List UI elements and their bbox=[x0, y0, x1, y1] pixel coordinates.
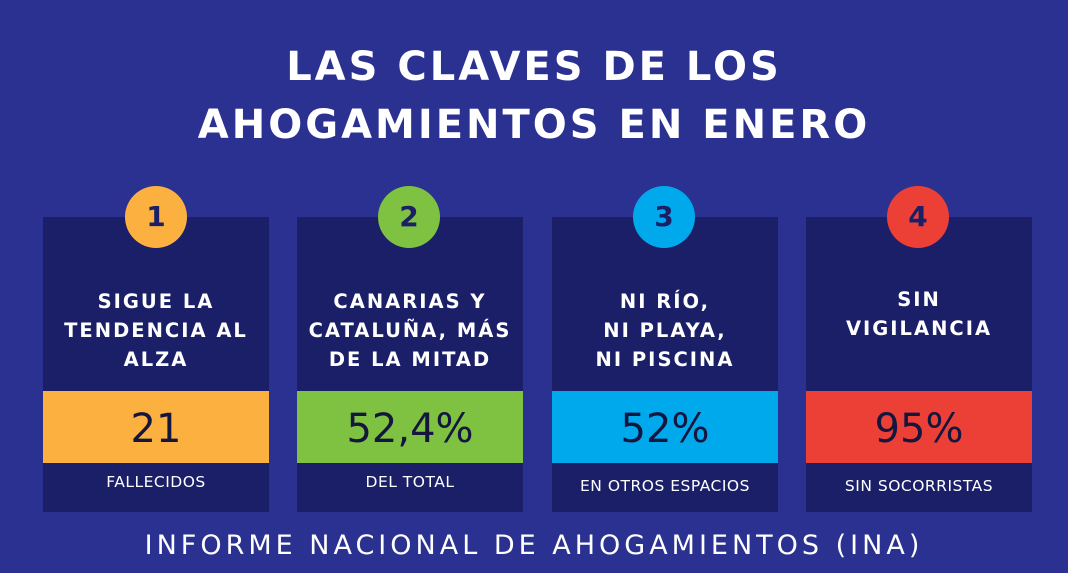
card-value: 95% bbox=[874, 406, 964, 452]
value-bar: 95% bbox=[806, 391, 1032, 463]
card-heading: SIGUE LA TENDENCIA AL ALZA bbox=[64, 290, 248, 371]
card-value: 52% bbox=[620, 406, 710, 452]
number-badge-2: 2 bbox=[378, 186, 440, 248]
number-badge-3: 3 bbox=[633, 186, 695, 248]
key-card-1: SIGUE LA TENDENCIA AL ALZA 21 FALLECIDOS bbox=[43, 217, 269, 512]
page-title: LAS CLAVES DE LOS AHOGAMIENTOS EN ENERO bbox=[0, 38, 1068, 154]
value-bar: 52% bbox=[552, 391, 778, 463]
key-card-2: CANARIAS Y CATALUÑA, MÁS DE LA MITAD 52,… bbox=[297, 217, 523, 512]
card-caption: EN OTROS ESPACIOS bbox=[580, 477, 750, 495]
card-caption: FALLECIDOS bbox=[106, 473, 206, 491]
card-caption: SIN SOCORRISTAS bbox=[844, 477, 994, 495]
card-value: 52,4% bbox=[346, 406, 474, 452]
key-card-3: NI RÍO, NI PLAYA, NI PISCINA 52% EN OTRO… bbox=[552, 217, 778, 512]
key-card-4: SIN VIGILANCIA 95% SIN SOCORRISTAS bbox=[806, 217, 1032, 512]
card-heading: CANARIAS Y CATALUÑA, MÁS DE LA MITAD bbox=[308, 290, 512, 371]
value-bar: 52,4% bbox=[297, 391, 523, 463]
number-badge-1: 1 bbox=[125, 186, 187, 248]
number-badge-4: 4 bbox=[887, 186, 949, 248]
title-line-2: AHOGAMIENTOS EN ENERO bbox=[197, 102, 871, 148]
card-value: 21 bbox=[130, 406, 182, 452]
card-caption: DEL TOTAL bbox=[365, 473, 455, 491]
value-bar: 21 bbox=[43, 391, 269, 463]
card-heading: SIN VIGILANCIA bbox=[845, 288, 993, 340]
title-line-1: LAS CLAVES DE LOS bbox=[286, 44, 782, 90]
card-heading: NI RÍO, NI PLAYA, NI PISCINA bbox=[595, 290, 735, 371]
source-footer: INFORME NACIONAL DE AHOGAMIENTOS (INA) bbox=[144, 530, 924, 561]
